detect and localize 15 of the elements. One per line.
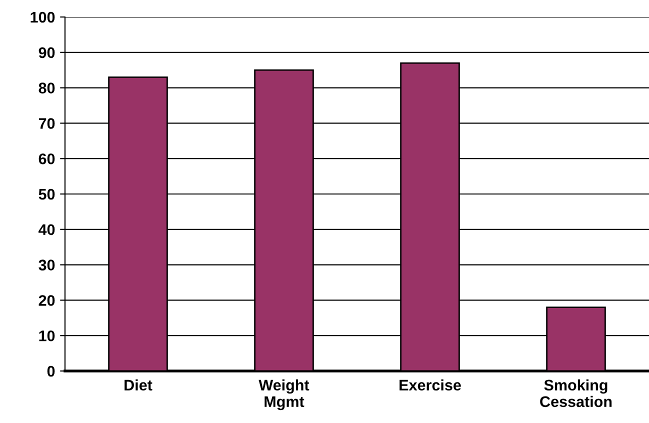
x-tick-label: Weight Mgmt	[258, 379, 310, 410]
y-tick-label: 90	[38, 47, 55, 58]
y-tick-label: 40	[38, 224, 55, 236]
y-tick-label: 30	[38, 260, 55, 271]
x-tick-label: Diet	[124, 379, 152, 391]
x-tick-label: Exercise	[400, 379, 461, 391]
y-tick-label: 0	[47, 366, 55, 377]
x-tick-label: Smoking Cessation	[540, 379, 612, 408]
y-tick-label: 20	[38, 295, 55, 306]
y-tick-label: 50	[38, 188, 55, 200]
y-tick-label: 60	[38, 153, 55, 164]
y-tick-label: 100	[30, 12, 55, 23]
y-tick-label: 80	[38, 82, 55, 94]
y-tick-label: 10	[39, 330, 55, 342]
y-tick-label: 70	[38, 118, 55, 129]
